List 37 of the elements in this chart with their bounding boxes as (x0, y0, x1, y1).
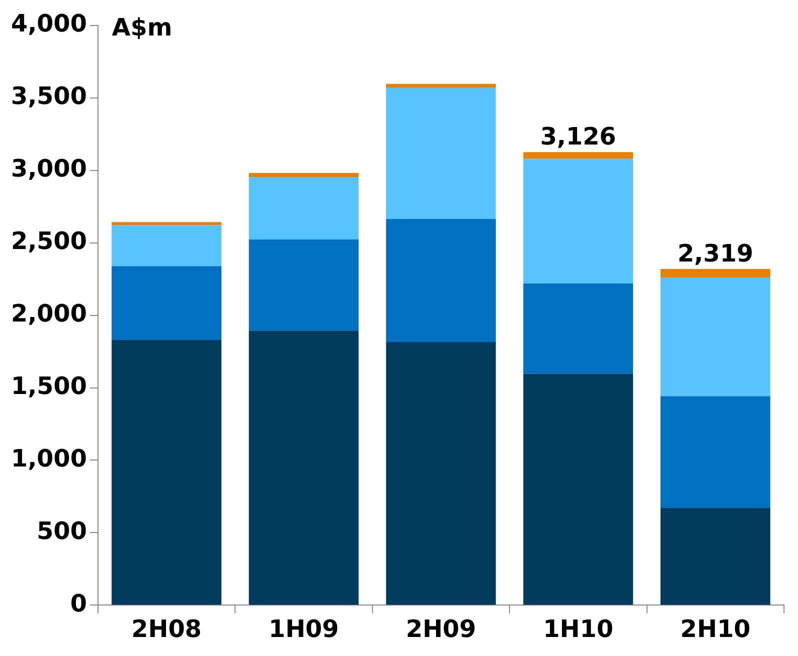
bar (112, 266, 222, 340)
y-tick-label: 2,000 (10, 300, 87, 328)
bar (660, 277, 770, 396)
bar (112, 340, 222, 605)
x-tick-label: 2H09 (406, 614, 476, 643)
x-tick-label: 1H09 (268, 614, 339, 643)
bar (248, 177, 359, 240)
x-tick-label: 2H10 (680, 614, 750, 643)
total-label: 2,319 (677, 239, 754, 268)
total-label: 3,126 (540, 122, 616, 150)
bar (386, 219, 496, 342)
bar (248, 330, 359, 605)
y-tick-label: 3,500 (10, 82, 87, 110)
y-tick-label: 3,000 (10, 154, 87, 183)
bar (660, 508, 770, 605)
x-tick-label: 1H10 (543, 614, 614, 643)
y-tick-label: 1,000 (10, 444, 87, 472)
bar (660, 396, 770, 508)
y-tick-label: 4,000 (10, 10, 87, 38)
bar (386, 84, 496, 88)
y-tick-label: 0 (70, 589, 87, 618)
y-tick-label: 500 (36, 516, 87, 545)
bar (523, 152, 634, 159)
y-tick-label: 2,500 (10, 227, 87, 256)
bar (112, 222, 222, 226)
bar (523, 284, 634, 374)
bar (660, 269, 770, 278)
bar (112, 225, 222, 266)
bar (248, 239, 359, 331)
bar (248, 172, 359, 178)
bar (386, 342, 496, 605)
bar (386, 88, 496, 220)
x-tick-label: 2H08 (131, 614, 202, 643)
bar (523, 374, 634, 605)
y-tick-label: 1,500 (10, 372, 87, 400)
y-axis-title: A$m (112, 14, 172, 42)
bar (523, 158, 634, 284)
